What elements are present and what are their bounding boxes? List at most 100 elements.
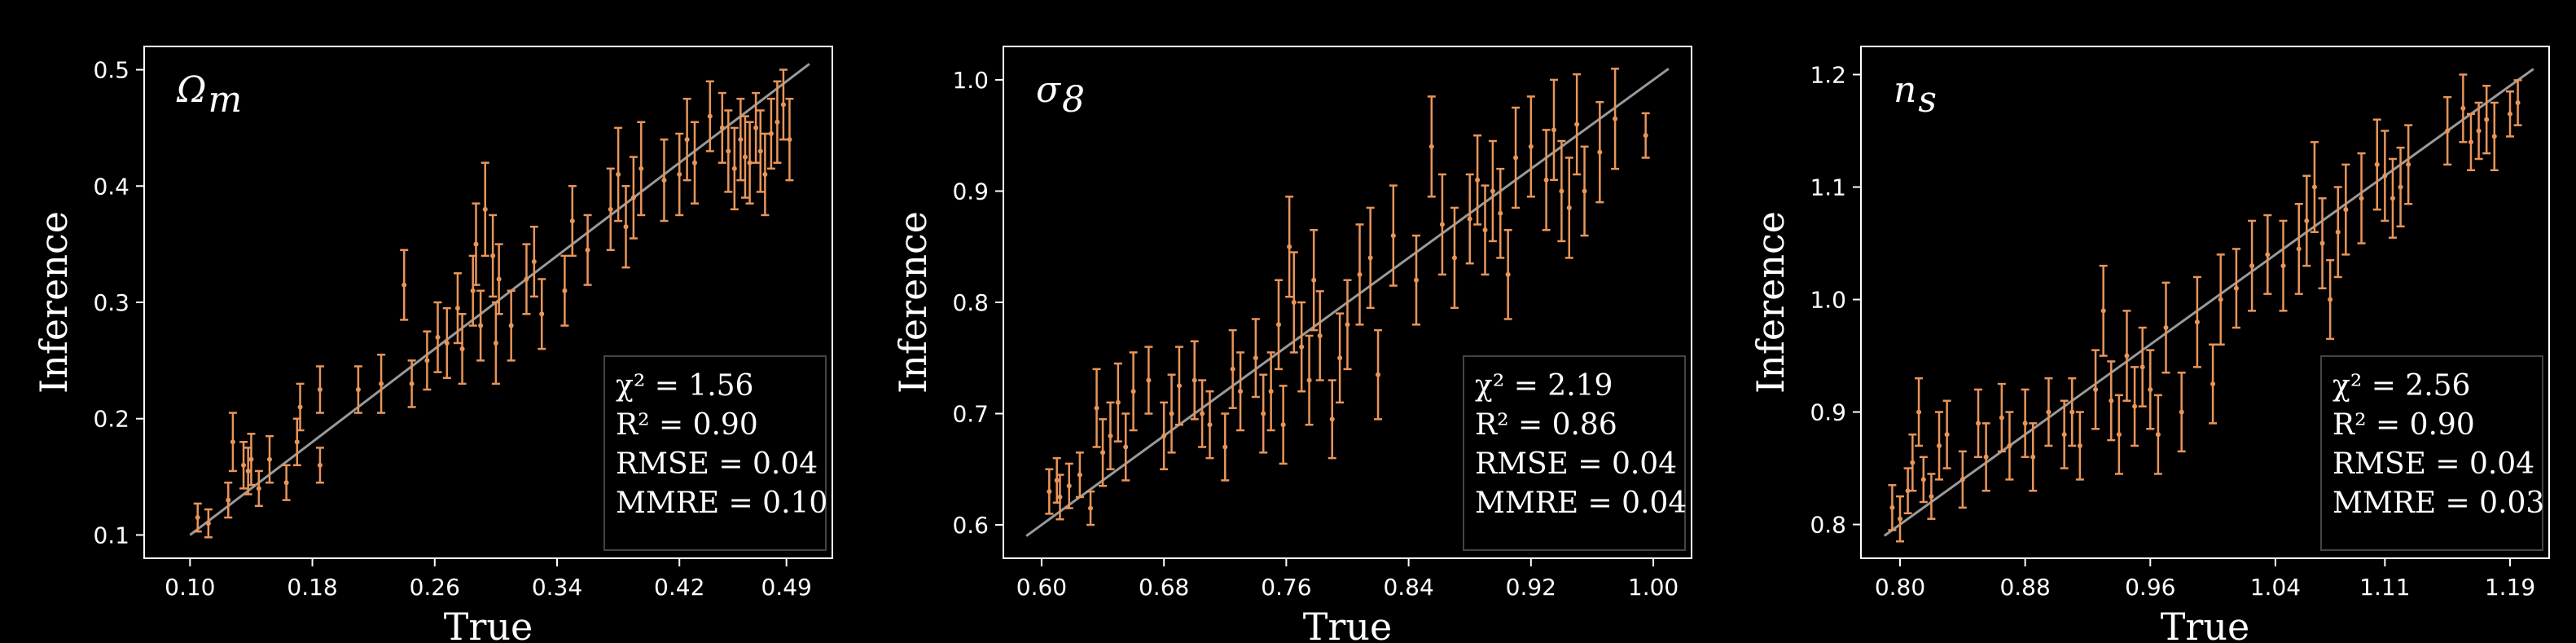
point-marker <box>2265 252 2271 258</box>
data-point <box>724 109 733 193</box>
y-tick-label: 0.9 <box>1810 399 1846 426</box>
data-point <box>1473 134 1482 226</box>
point-marker <box>2468 139 2473 145</box>
stat-line: R² = 0.90 <box>2332 408 2475 442</box>
point-marker <box>1528 143 1534 149</box>
y-tick-label: 1.2 <box>1810 62 1846 89</box>
x-tick-label: 1.19 <box>2485 574 2535 601</box>
point-marker <box>1475 177 1481 183</box>
data-point <box>1198 379 1207 448</box>
point-marker <box>2280 263 2286 269</box>
point-marker <box>1077 472 1082 478</box>
point-marker <box>524 276 529 282</box>
data-point <box>637 121 646 217</box>
point-marker <box>444 340 450 346</box>
data-point <box>1974 388 1983 459</box>
data-point <box>1343 279 1352 371</box>
point-marker <box>2194 319 2200 325</box>
point-marker <box>738 137 744 143</box>
data-point <box>761 132 770 217</box>
data-point <box>1251 318 1260 399</box>
point-marker <box>787 137 792 143</box>
point-marker <box>496 276 502 282</box>
point-marker <box>1176 383 1182 389</box>
data-point <box>2107 360 2116 442</box>
x-tick-label: 0.84 <box>1383 574 1433 601</box>
data-point <box>1064 462 1073 509</box>
point-marker <box>2515 100 2521 106</box>
point-marker <box>780 102 786 108</box>
data-point <box>2044 377 2053 447</box>
point-marker <box>1976 421 1981 426</box>
point-marker <box>2093 386 2099 392</box>
point-marker <box>1276 322 1281 328</box>
data-point <box>1075 451 1084 499</box>
data-point <box>745 121 754 205</box>
data-point <box>1580 145 1589 237</box>
y-tick-label: 0.7 <box>952 401 989 428</box>
panel-label: n <box>1894 69 1916 111</box>
data-point <box>1113 362 1122 443</box>
data-point <box>1190 340 1199 421</box>
data-point <box>2459 73 2468 143</box>
data-point <box>265 434 274 484</box>
data-point <box>2021 388 2030 459</box>
point-marker <box>490 253 496 258</box>
data-point <box>766 97 775 170</box>
data-point <box>1641 112 1650 159</box>
data-point <box>2341 163 2350 256</box>
data-point <box>1412 234 1420 326</box>
point-marker <box>1108 433 1113 438</box>
point-marker <box>1439 222 1445 227</box>
point-marker <box>757 148 763 154</box>
data-point <box>2161 281 2170 374</box>
point-marker <box>2116 432 2122 438</box>
point-marker <box>2077 443 2082 448</box>
point-marker <box>562 288 568 293</box>
point-marker <box>1200 411 1205 416</box>
data-point <box>2005 411 2014 481</box>
data-point <box>691 121 699 205</box>
data-point <box>1221 412 1230 482</box>
point-marker <box>1261 411 1266 416</box>
data-point <box>204 508 213 539</box>
data-point <box>1259 373 1268 454</box>
point-marker <box>623 224 629 230</box>
point-marker <box>661 178 667 183</box>
data-point <box>2381 130 2389 222</box>
point-marker <box>1597 149 1603 155</box>
point-marker <box>1066 483 1072 489</box>
point-marker <box>2109 398 2114 403</box>
data-point <box>247 433 256 487</box>
point-marker <box>508 323 514 328</box>
data-point <box>1903 467 1912 515</box>
data-point <box>1228 328 1237 409</box>
point-marker <box>297 404 303 410</box>
data-point <box>2490 101 2499 172</box>
point-marker <box>2296 246 2302 252</box>
data-point <box>1919 456 1928 504</box>
data-point <box>1266 351 1275 432</box>
point-marker <box>1574 121 1580 127</box>
point-marker <box>256 486 261 491</box>
data-point <box>1279 385 1288 465</box>
x-tick-label: 0.60 <box>1016 574 1067 601</box>
data-point <box>481 161 489 258</box>
data-point <box>1958 450 1967 509</box>
point-marker <box>1467 216 1472 222</box>
data-point <box>239 441 248 490</box>
point-marker <box>1280 422 1286 428</box>
data-point <box>2209 343 2218 425</box>
point-marker <box>1306 377 1312 383</box>
point-marker <box>2249 263 2255 269</box>
data-point <box>472 202 481 286</box>
y-tick-label: 0.6 <box>952 512 989 539</box>
data-point <box>1121 412 1130 482</box>
point-marker <box>531 259 537 265</box>
data-point <box>2075 411 2084 481</box>
data-point <box>489 214 498 298</box>
data-point <box>1526 95 1535 198</box>
point-marker <box>205 521 211 526</box>
point-marker <box>762 172 768 177</box>
data-point <box>407 359 416 408</box>
